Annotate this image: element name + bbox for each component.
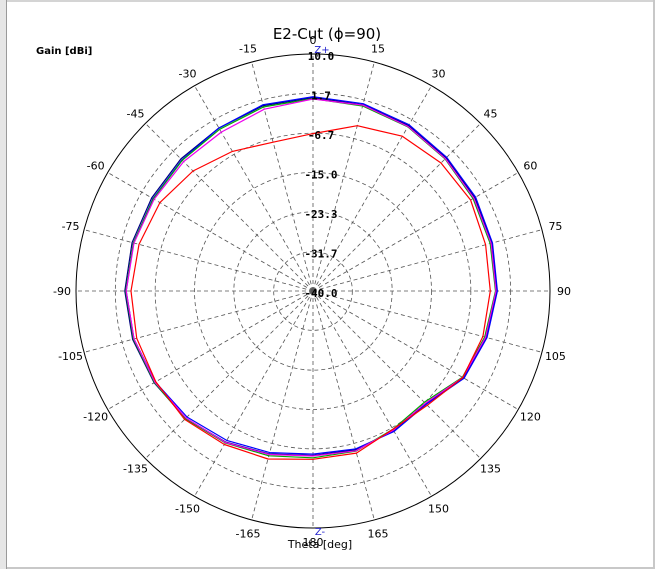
angle-tick-label: 75 [548,220,562,233]
angle-tick-label: 150 [428,502,449,515]
z-minus-label: Z- [315,527,326,538]
grid-spoke [312,61,375,292]
series-line-5 [130,125,491,460]
theta-axis-label: Theta [deg] [287,538,352,551]
angle-tick-label: -45 [127,108,145,121]
grid-spoke [83,229,314,292]
angle-tick-label: -165 [236,527,261,540]
grid-ring [273,251,353,331]
series-line-1 [124,96,498,457]
z-plus-label: Z+ [314,45,329,56]
angle-tick-label: 90 [557,285,571,298]
grid-spoke [145,290,314,459]
grid-spoke [312,290,481,459]
angle-tick-label: -150 [175,502,200,515]
grid-spoke [312,123,481,292]
angle-tick-label: -135 [123,462,148,475]
angle-tick-label: -75 [62,220,80,233]
grid-spoke [312,290,375,521]
radial-tick-label: 1.7 [311,89,331,102]
grid-ring [194,172,432,410]
angle-tick-label: 60 [523,160,537,173]
grid-spoke [312,229,543,292]
angle-labels: 0 15 30 45 60 75 90 105 120 135 150 165 180 -165 -150 -… [53,34,571,549]
angle-tick-label: 165 [367,527,388,540]
angle-tick-label: 180 [303,536,324,549]
grid-spoke [251,61,314,292]
angle-tick-label: -15 [239,43,257,56]
radial-tick-label: -31.7 [304,248,337,261]
series-line-2 [125,96,498,455]
radial-tick-label: 10.0 [308,50,335,63]
angle-tick-label: -90 [53,285,71,298]
grid-spoke [145,123,314,292]
angle-tick-label: 15 [371,43,385,56]
gain-axis-label: Gain [dBi] [36,46,92,57]
angle-tick-label: -105 [58,350,83,363]
grid-spoke [312,85,432,292]
grid-spoke [107,172,314,292]
grid-spoke [107,290,314,410]
window-bottom-border [7,567,655,569]
angle-tick-label: 0 [310,34,317,47]
radial-tick-label: -6.7 [308,129,335,142]
angle-tick-label: -120 [83,411,108,424]
angle-tick-label: 45 [483,108,497,121]
angle-tick-label: 120 [520,411,541,424]
radial-labels: 10.0 1.7 -6.7 -15.0 -23.3 -31.7 -40.0 [304,50,337,300]
series-group [124,96,498,460]
grid-spoke [312,172,519,292]
chart-title: E2-Cut (ϕ=90) [273,25,381,43]
radial-tick-label: -15.0 [304,169,337,182]
window-left-border [0,0,7,569]
angle-tick-label: -60 [87,160,105,173]
radial-tick-label: -40.0 [304,287,337,300]
angle-tick-label: 30 [432,68,446,81]
grid-spokes [76,54,550,528]
window-right-border [653,0,655,569]
grid-spoke [312,290,432,497]
grid-spoke [194,290,314,497]
grid-spoke [251,290,314,521]
grid-spoke [83,290,314,353]
angle-tick-label: 105 [545,350,566,363]
grid-spoke [312,290,519,410]
radial-tick-label: -23.3 [304,208,337,221]
angle-tick-label: -30 [179,68,197,81]
grid-spoke [312,290,543,353]
grid-spoke [194,85,314,292]
window-top-border [7,0,655,2]
angle-tick-label: 135 [480,462,501,475]
outer-ring [75,53,551,529]
